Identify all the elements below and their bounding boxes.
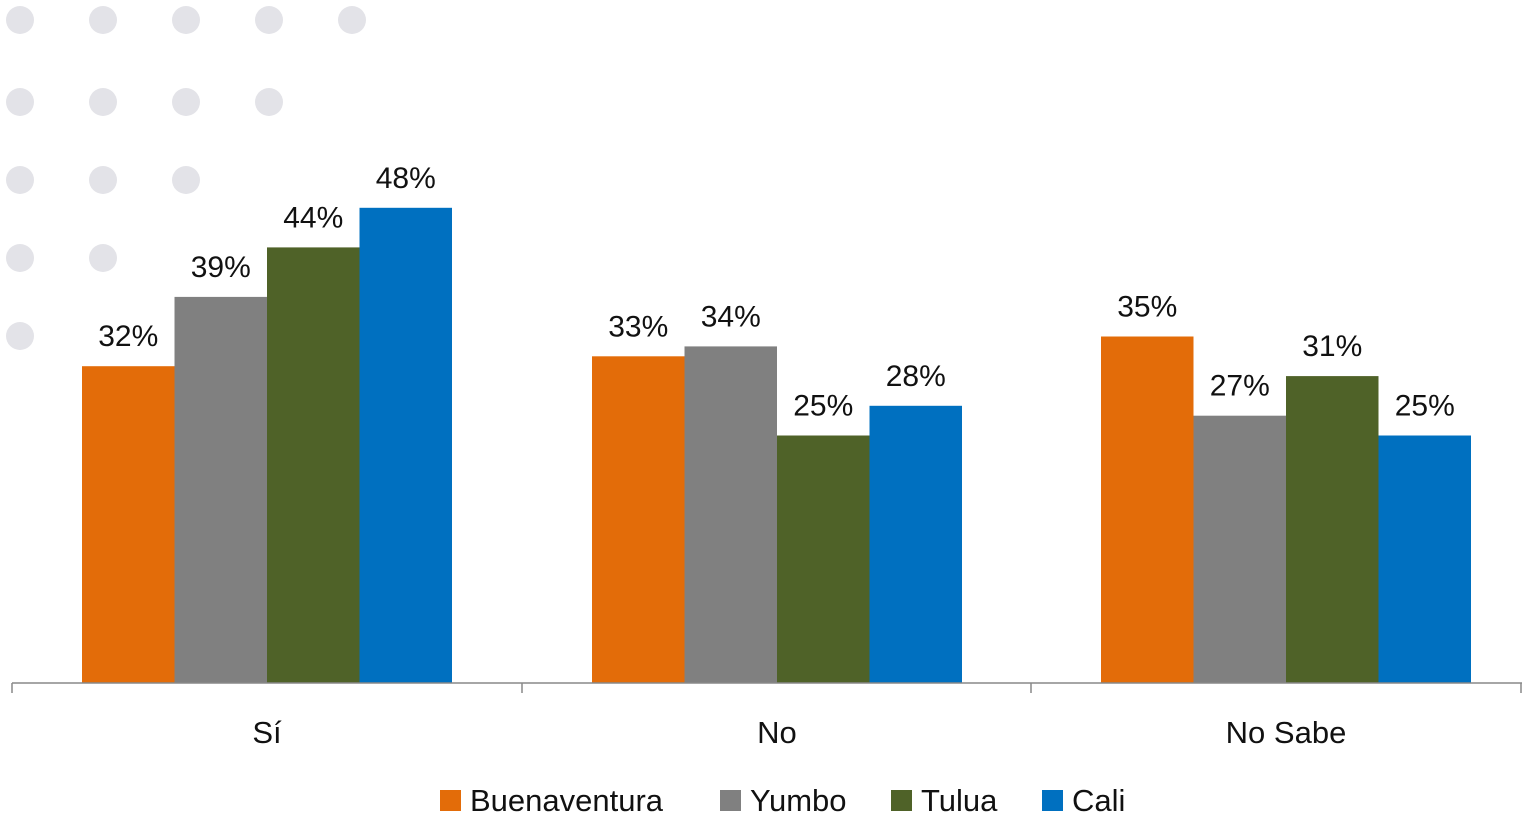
data-label-tulua-2: 25% — [793, 390, 853, 423]
decorative-dot — [6, 244, 34, 272]
bar-tulua-3 — [1286, 376, 1379, 683]
data-label-yumbo-1: 39% — [191, 251, 251, 284]
legend-swatch-tulua — [891, 790, 912, 811]
bar-cali-2 — [869, 405, 962, 683]
decorative-dot — [172, 88, 200, 116]
data-label-cali-1: 48% — [376, 162, 436, 195]
legend-label-yumbo: Yumbo — [750, 783, 847, 813]
legend-swatch-cali — [1042, 790, 1063, 811]
bar-cali-3 — [1378, 435, 1471, 683]
legend-swatch-yumbo — [720, 790, 741, 811]
x-tick-label: No Sabe — [1226, 715, 1347, 750]
bar-buenaventura-2 — [592, 356, 685, 683]
decorative-dot — [255, 88, 283, 116]
data-label-buenaventura-2: 33% — [608, 310, 668, 343]
decorative-dot — [255, 6, 283, 34]
data-label-yumbo-3: 27% — [1210, 370, 1270, 403]
bar-tulua-1 — [267, 247, 360, 683]
data-label-yumbo-2: 34% — [701, 300, 761, 333]
bar-cali-1 — [359, 207, 452, 684]
data-label-cali-3: 25% — [1395, 390, 1455, 423]
data-labels-group: 32% 39% 44% 48% 33% 34% 25% 28% 35% 27% 31% 25% — [98, 162, 1455, 423]
decorative-dot — [89, 88, 117, 116]
legend-label-buenaventura: Buenaventura — [470, 783, 664, 813]
x-axis: Sí No No Sabe — [11, 682, 1522, 750]
decorative-dot — [6, 88, 34, 116]
bar-yumbo-1 — [174, 296, 267, 683]
bar-yumbo-3 — [1193, 415, 1286, 683]
bar-buenaventura-3 — [1101, 336, 1194, 683]
decorative-dot — [6, 322, 34, 350]
decorative-dot — [172, 6, 200, 34]
decorative-dot — [338, 6, 366, 34]
decorative-dot — [89, 166, 117, 194]
legend-swatch-buenaventura — [440, 790, 461, 811]
data-label-tulua-3: 31% — [1302, 330, 1362, 363]
x-tick-label: No — [757, 715, 797, 750]
decorative-dot — [172, 166, 200, 194]
decorative-dot — [6, 166, 34, 194]
decorative-dot — [89, 244, 117, 272]
legend: Buenaventura Yumbo Tulua Cali — [440, 783, 1125, 813]
decorative-dot — [6, 6, 34, 34]
decorative-dot — [89, 6, 117, 34]
bar-yumbo-2 — [684, 346, 777, 683]
bars-group — [82, 207, 1471, 684]
bar-tulua-2 — [777, 435, 870, 683]
x-tick-label: Sí — [252, 715, 282, 750]
data-label-cali-2: 28% — [886, 360, 946, 393]
legend-label-cali: Cali — [1072, 783, 1125, 813]
legend-label-tulua: Tulua — [921, 783, 998, 813]
data-label-buenaventura-3: 35% — [1117, 291, 1177, 324]
bar-buenaventura-1 — [82, 366, 175, 683]
data-label-tulua-1: 44% — [283, 201, 343, 234]
data-label-buenaventura-1: 32% — [98, 320, 158, 353]
decorative-dot-pattern — [6, 6, 366, 350]
